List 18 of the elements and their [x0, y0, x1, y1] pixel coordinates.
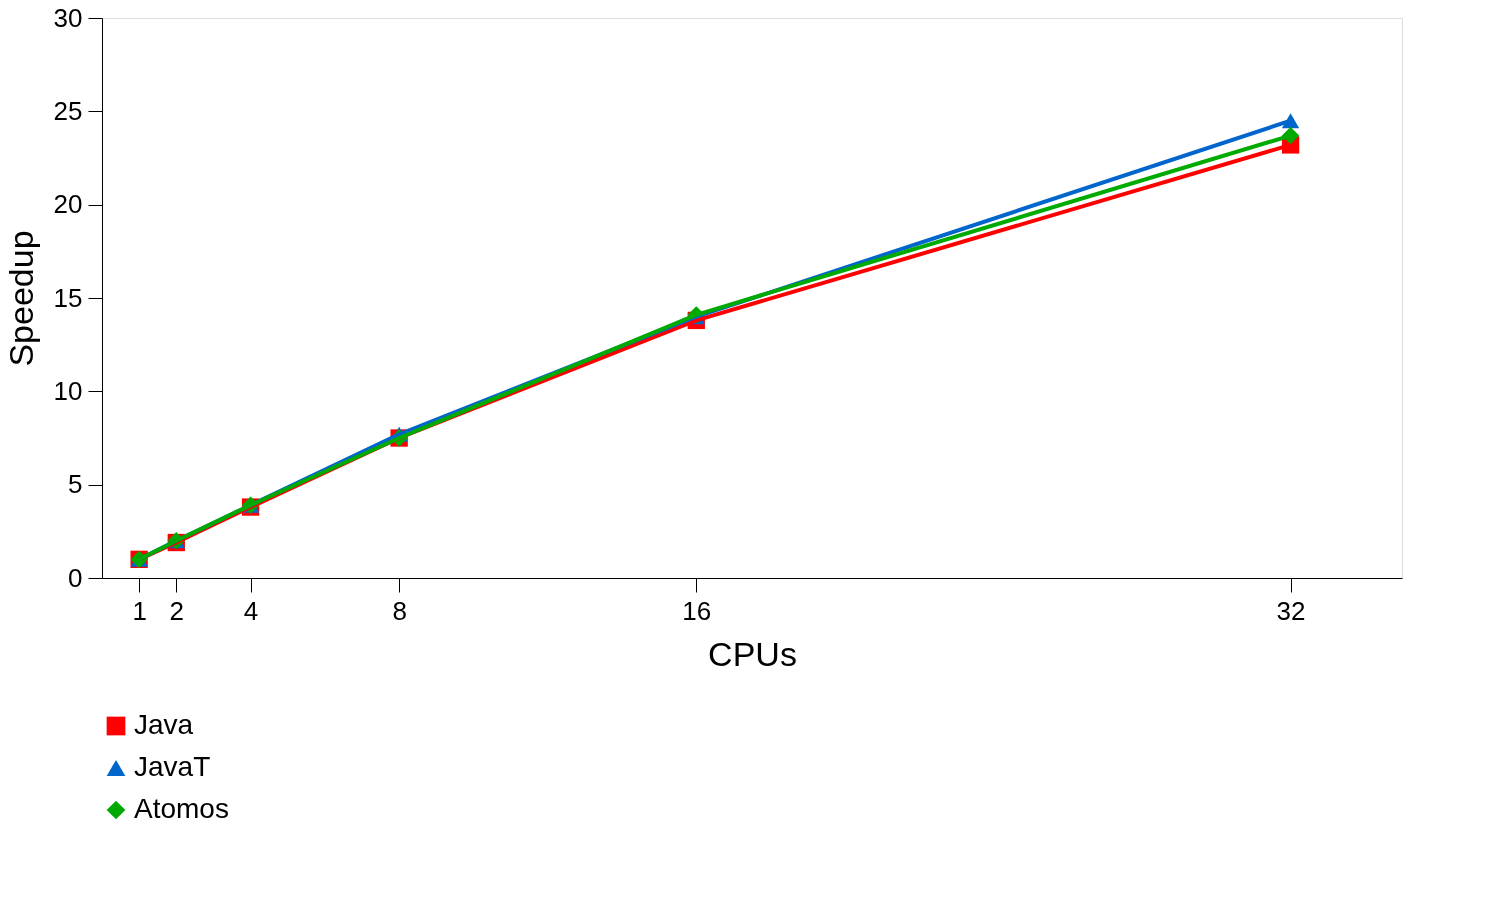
y-tick-label: 30	[53, 2, 83, 33]
y-tick-label: 20	[53, 189, 83, 220]
x-tick-label: 2	[169, 595, 185, 626]
y-tick-label: 5	[68, 469, 83, 500]
x-tick-label: 32	[1276, 595, 1306, 626]
legend-label: Java	[134, 709, 194, 740]
y-tick-label: 0	[68, 562, 83, 593]
legend-label: JavaT	[134, 751, 211, 782]
y-tick-label: 15	[53, 282, 83, 313]
x-tick-label: 8	[392, 595, 407, 626]
y-axis-title: Speedup	[1, 230, 40, 367]
y-tick-label: 10	[53, 375, 83, 406]
x-axis-title: CPUs	[708, 634, 797, 673]
y-tick-label: 25	[53, 95, 83, 126]
x-tick-label: 16	[682, 595, 712, 626]
x-tick-label: 1	[132, 595, 147, 626]
x-tick-label: 4	[243, 595, 259, 626]
legend-label: Atomos	[134, 793, 229, 824]
